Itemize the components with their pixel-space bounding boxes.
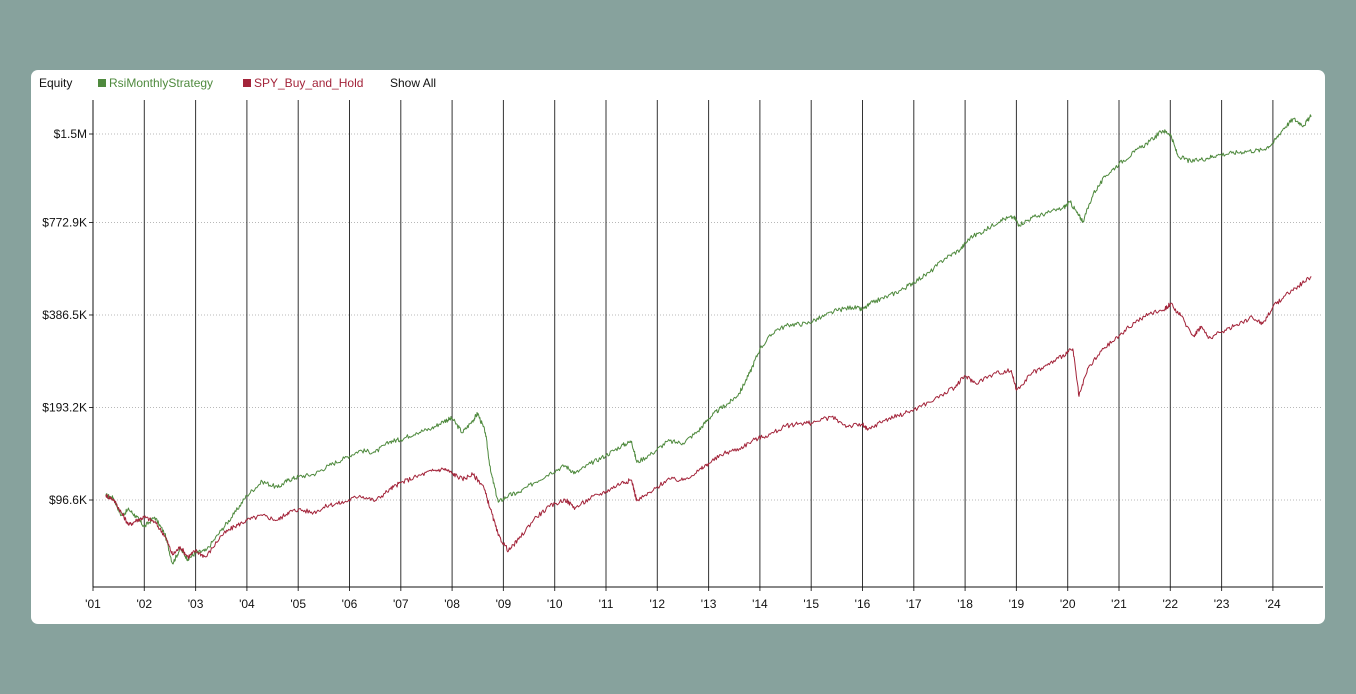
x-tick-label: '10	[547, 597, 563, 611]
series-layer	[105, 114, 1312, 565]
x-tick-label: '20	[1060, 597, 1076, 611]
equity-chart: Equity RsiMonthlyStrategy SPY_Buy_and_Ho…	[39, 76, 1323, 611]
x-tick-label: '15	[803, 597, 819, 611]
axes: $96.6K $193.2K $386.5K $772.9K $1.5M '01 '02 '0…	[42, 100, 1323, 611]
y-tick-label: $1.5M	[54, 127, 87, 141]
y-tick-label: $772.9K	[42, 215, 87, 229]
x-tick-label: '18	[957, 597, 973, 611]
chart-panel: Equity RsiMonthlyStrategy SPY_Buy_and_Ho…	[31, 70, 1325, 624]
x-tick-label: '07	[393, 597, 409, 611]
x-tick-label: '16	[855, 597, 871, 611]
series-line-strategy	[105, 114, 1312, 565]
y-tick-label: $193.2K	[42, 401, 87, 415]
x-tick-label: '09	[496, 597, 512, 611]
legend-swatch-benchmark	[243, 79, 251, 87]
x-tick-label: '11	[599, 597, 614, 611]
x-tick-label: '23	[1214, 597, 1230, 611]
legend-item-benchmark[interactable]: SPY_Buy_and_Hold	[254, 76, 363, 90]
series-line-benchmark	[105, 276, 1312, 560]
y-tick-label: $386.5K	[42, 308, 87, 322]
x-tick-label: '06	[342, 597, 358, 611]
show-all-button[interactable]: Show All	[390, 76, 436, 90]
grid-layer	[93, 133, 1323, 501]
x-tick-label: '24	[1265, 597, 1281, 611]
x-tick-label: '13	[701, 597, 717, 611]
x-tick-label: '08	[444, 597, 460, 611]
x-tick-label: '14	[752, 597, 768, 611]
x-tick-label: '12	[649, 597, 665, 611]
x-tick-label: '22	[1162, 597, 1178, 611]
x-tick-label: '02	[136, 597, 152, 611]
x-tick-label: '17	[906, 597, 922, 611]
x-tick-label: '19	[1009, 597, 1025, 611]
x-tick-label: '21	[1111, 597, 1127, 611]
x-tick-label: '05	[290, 597, 306, 611]
legend: Equity RsiMonthlyStrategy SPY_Buy_and_Ho…	[39, 76, 436, 90]
y-tick-label: $96.6K	[49, 493, 87, 507]
legend-swatch-strategy	[98, 79, 106, 87]
x-tick-label: '01	[85, 597, 101, 611]
year-lines	[143, 100, 1274, 587]
x-tick-label: '04	[239, 597, 255, 611]
legend-item-strategy[interactable]: RsiMonthlyStrategy	[109, 76, 213, 90]
legend-title: Equity	[39, 76, 72, 90]
x-tick-label: '03	[188, 597, 204, 611]
